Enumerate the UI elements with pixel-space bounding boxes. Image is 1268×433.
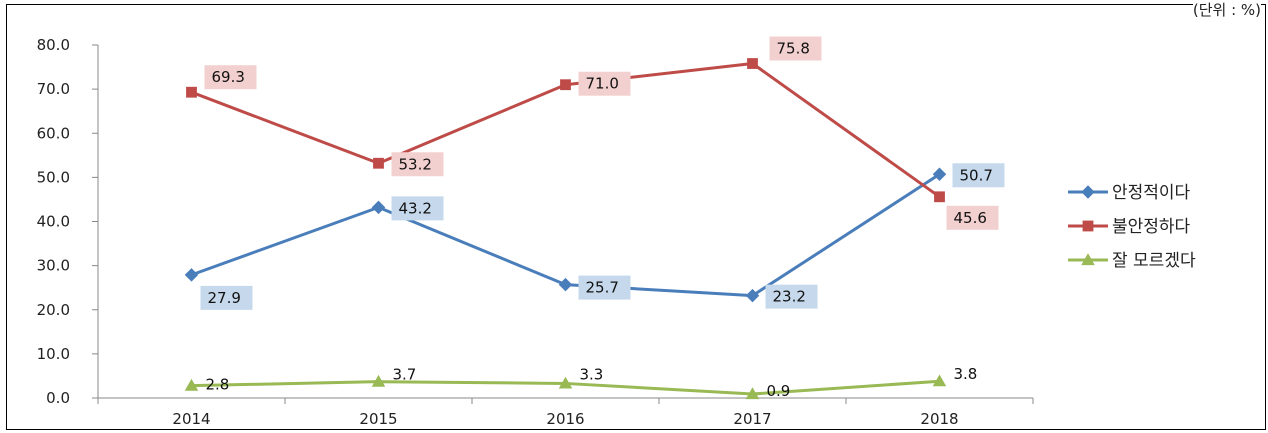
data-point — [373, 157, 384, 169]
axis-layer: 0.0 10.0 20.0 30.0 40.0 50.0 60.0 70.0 80.0 2014 2… — [37, 36, 1034, 428]
data-label-text: 71.0 — [586, 75, 619, 93]
data-label-text: 43.2 — [399, 199, 432, 217]
data-label-bg — [200, 285, 253, 310]
unit-note: (단위 : %) — [1192, 0, 1261, 20]
legend-label: 잘 모르겠다 — [1112, 251, 1196, 271]
data-label: 53.2 — [391, 152, 444, 177]
data-label: 3.7 — [393, 366, 417, 384]
data-point — [934, 191, 945, 203]
data-label-text: 45.6 — [954, 209, 987, 227]
y-tick-label: 30.0 — [37, 257, 70, 275]
data-label-bg — [204, 65, 257, 90]
data-label-text: 23.2 — [773, 288, 806, 306]
data-label: 25.7 — [578, 275, 631, 300]
data-label-text: 69.3 — [212, 68, 245, 86]
data-label-bg — [765, 284, 818, 309]
data-label-text: 0.9 — [767, 382, 791, 400]
data-point — [558, 277, 573, 292]
data-label-text: 3.7 — [393, 366, 417, 384]
legend-marker — [1082, 220, 1094, 232]
data-label: 45.6 — [946, 205, 999, 230]
data-point — [371, 374, 386, 387]
data-label-bg — [391, 152, 444, 177]
y-tick-label: 70.0 — [37, 80, 70, 98]
x-tick-label: 2018 — [920, 410, 958, 428]
data-label-text: 53.2 — [399, 155, 432, 173]
series-layer — [184, 58, 947, 400]
legend-entry-3: 잘 모르겠다 — [1068, 251, 1196, 271]
data-label: 3.3 — [580, 365, 604, 383]
data-label-text: 3.3 — [580, 365, 604, 383]
data-label-text: 50.7 — [960, 166, 993, 184]
data-label: 3.8 — [954, 365, 978, 383]
data-point — [184, 268, 199, 282]
data-point — [745, 288, 760, 303]
data-label-bg — [578, 275, 631, 300]
data-point — [560, 79, 571, 91]
x-tick-label: 2014 — [172, 410, 210, 428]
y-tick-label: 50.0 — [37, 168, 70, 186]
data-label-text: 75.8 — [777, 40, 810, 58]
legend-label: 안정적이다 — [1112, 183, 1191, 203]
x-tick-label: 2015 — [359, 410, 397, 428]
y-tick-label: 10.0 — [37, 345, 70, 363]
legend-marker — [1081, 253, 1095, 266]
x-tick-label: 2016 — [546, 410, 584, 428]
series-2 — [186, 58, 945, 203]
data-label-bg — [946, 205, 999, 230]
y-tick-label: 0.0 — [46, 389, 70, 407]
data-label: 43.2 — [391, 196, 444, 221]
y-tick-label: 40.0 — [37, 213, 70, 231]
data-label: 0.9 — [767, 382, 791, 400]
data-label: 50.7 — [952, 163, 1005, 188]
y-tick-label: 80.0 — [37, 36, 70, 54]
data-label: 69.3 — [204, 65, 257, 90]
data-label-text: 2.8 — [206, 376, 230, 394]
series-3 — [184, 374, 947, 400]
series-1 — [184, 167, 947, 303]
data-label-layer: 27.9 43.2 25.7 23.2 50.7 69.3 53.2 71.0 75.8 45.6… — [200, 36, 1005, 400]
data-label: 2.8 — [206, 376, 230, 394]
data-label: 71.0 — [578, 71, 631, 96]
data-point — [932, 167, 947, 182]
data-label-text: 25.7 — [586, 279, 619, 297]
series-line — [190, 173, 941, 298]
legend-entry-1: 안정적이다 — [1068, 183, 1191, 203]
data-label: 27.9 — [200, 285, 253, 310]
data-label-text: 3.8 — [954, 365, 978, 383]
data-label-bg — [578, 71, 631, 96]
data-point — [184, 378, 199, 391]
y-tick-label: 60.0 — [37, 124, 70, 142]
data-point — [558, 376, 573, 389]
data-label-text: 27.9 — [208, 289, 241, 307]
data-point — [747, 58, 758, 69]
data-label: 75.8 — [769, 36, 822, 61]
data-label-bg — [769, 36, 822, 61]
data-point — [371, 200, 386, 215]
data-point — [932, 374, 947, 387]
legend-label: 불안정하다 — [1112, 217, 1191, 237]
y-tick-label: 20.0 — [37, 301, 70, 319]
legend-entry-2: 불안정하다 — [1068, 217, 1191, 237]
data-label-bg — [391, 196, 444, 221]
data-label: 23.2 — [765, 284, 818, 309]
legend-marker — [1081, 185, 1095, 199]
x-tick-label: 2017 — [733, 410, 771, 428]
data-label-bg — [952, 163, 1005, 188]
data-point — [745, 387, 760, 400]
data-point — [186, 86, 197, 98]
